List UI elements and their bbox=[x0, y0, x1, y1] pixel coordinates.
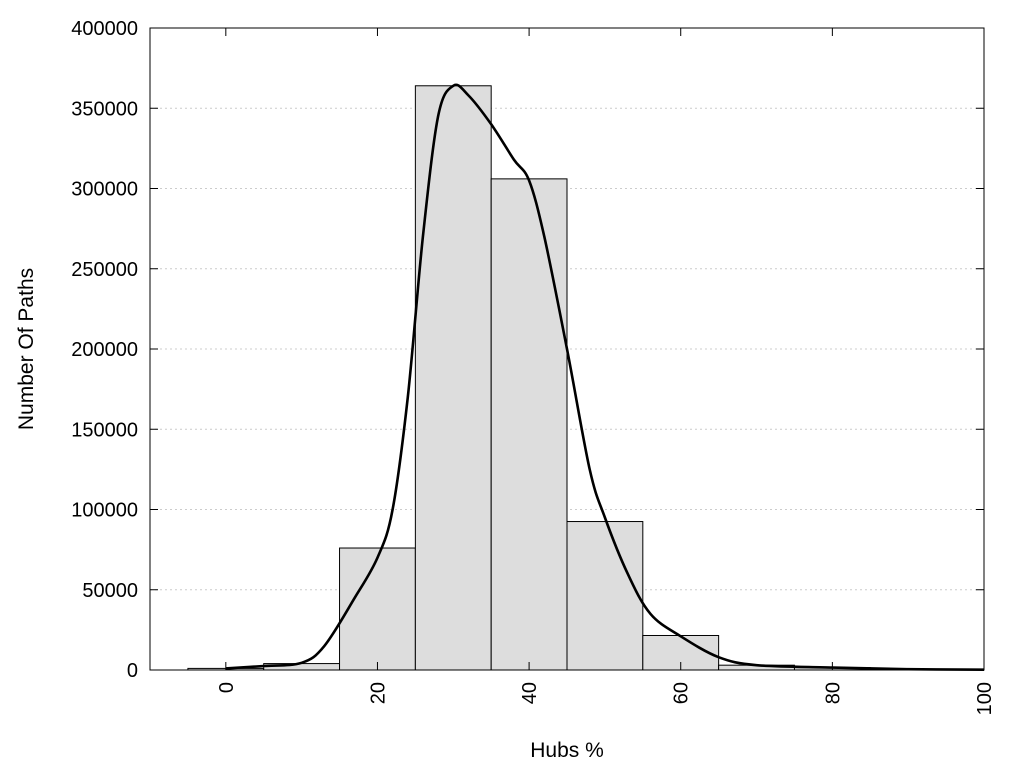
y-axis: 0 50000 100000 150000 200000 250000 300000 3500… bbox=[71, 18, 984, 682]
x-axis: 0 20 40 60 80 100 bbox=[216, 28, 996, 715]
x-tick-label: 20 bbox=[367, 682, 389, 704]
y-tick-label: 200000 bbox=[71, 339, 138, 361]
bars bbox=[187, 85, 985, 671]
y-tick-label: 400000 bbox=[71, 18, 138, 40]
y-tick-label: 350000 bbox=[71, 98, 138, 120]
x-tick-label: 40 bbox=[519, 682, 541, 704]
density-curve-layer bbox=[225, 83, 985, 671]
x-axis-title: Hubs % bbox=[530, 739, 604, 762]
histogram-bar bbox=[339, 547, 416, 671]
y-tick-label: 100000 bbox=[71, 500, 138, 522]
y-axis-title: Number Of Paths bbox=[15, 268, 38, 430]
y-tick-label: 300000 bbox=[71, 179, 138, 201]
y-tick-label: 50000 bbox=[82, 580, 138, 602]
histogram-bar bbox=[490, 178, 568, 671]
density-curve bbox=[225, 83, 985, 671]
x-tick-label: 0 bbox=[216, 682, 238, 693]
y-tick-label: 250000 bbox=[71, 259, 138, 281]
x-tick-label: 80 bbox=[822, 682, 844, 704]
histogram-bar bbox=[566, 521, 644, 671]
x-tick-label: 100 bbox=[974, 682, 996, 715]
y-tick-label: 0 bbox=[127, 660, 138, 682]
x-tick-label: 60 bbox=[671, 682, 693, 704]
histogram-bar bbox=[414, 85, 492, 671]
y-tick-label: 150000 bbox=[71, 419, 138, 441]
